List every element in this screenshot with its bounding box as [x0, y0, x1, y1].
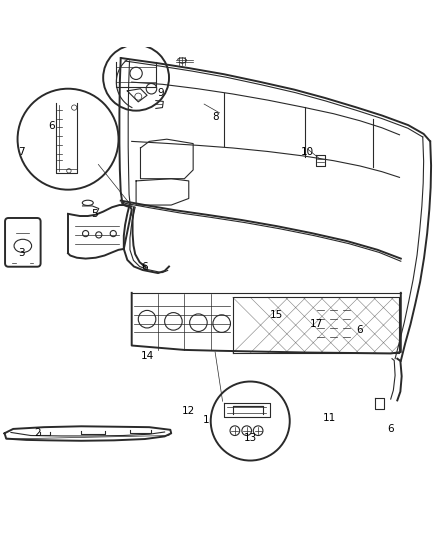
Text: 1: 1 [202, 415, 209, 425]
Text: 2: 2 [34, 429, 41, 438]
Text: 14: 14 [140, 351, 153, 361]
Text: 17: 17 [309, 319, 322, 328]
Text: 8: 8 [211, 112, 218, 122]
Text: 7: 7 [18, 147, 25, 157]
Text: 6: 6 [141, 262, 148, 271]
Text: 10: 10 [300, 147, 313, 157]
Text: 5: 5 [91, 209, 98, 219]
Text: 15: 15 [269, 310, 283, 320]
Text: 12: 12 [182, 406, 195, 416]
Text: 6: 6 [356, 325, 363, 335]
Text: 3: 3 [18, 248, 25, 259]
Text: 6: 6 [386, 424, 393, 434]
Text: 13: 13 [243, 433, 256, 443]
Text: 11: 11 [322, 413, 335, 423]
Text: 9: 9 [156, 88, 163, 98]
Text: 6: 6 [48, 121, 55, 131]
